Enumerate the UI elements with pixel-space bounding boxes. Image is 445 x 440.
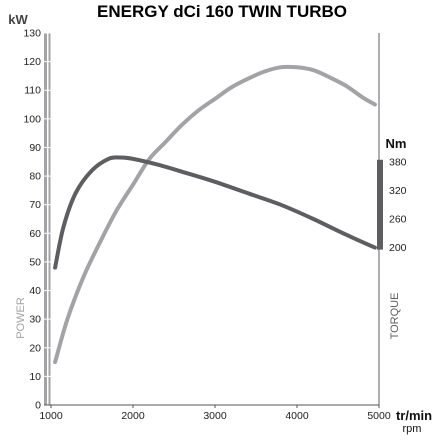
series-layer: [53, 64, 377, 365]
torque-range-bar: [377, 159, 383, 250]
left-axis-tick-label: 40: [29, 285, 41, 297]
left-axis-tick-label: 10: [29, 371, 41, 383]
series-torque-line: [53, 155, 377, 270]
x-axis-tick-label: 1000: [39, 410, 63, 422]
chart-title: ENERGY dCi 160 TWIN TURBO: [97, 2, 347, 21]
x-axis-tick-label: 4000: [285, 410, 309, 422]
x-axis-tick-label: 2000: [121, 410, 145, 422]
left-axis-tick-label: 0: [35, 400, 41, 412]
left-axis-tick-label: 100: [23, 113, 41, 125]
left-axis-tick-label: 70: [29, 199, 41, 211]
left-axis-tick-label: 130: [23, 28, 41, 40]
left-axis-tick-label: 60: [29, 228, 41, 240]
left-axis-tick-label: 30: [29, 314, 41, 326]
left-axis-name: POWER: [15, 297, 27, 339]
x-axis-unit: tr/min: [396, 408, 432, 423]
x-axis-tick-label: 3000: [203, 410, 227, 422]
right-axis-tick-label: 260: [389, 214, 407, 226]
right-axis-name: TORQUE: [389, 293, 401, 340]
x-axis: 1000 2000 3000 4000 5000: [39, 404, 391, 422]
left-y-axis: 0 10 20 30 40 50 60 70 80 90 100 110 120 130: [23, 28, 51, 412]
right-axis-tick-label: 320: [389, 185, 407, 197]
right-axis-unit: Nm: [386, 136, 407, 151]
left-axis-tick-label: 80: [29, 171, 41, 183]
left-axis-tick-label: 110: [24, 85, 41, 97]
left-axis-unit: kW: [8, 12, 28, 27]
left-axis-tick-label: 50: [29, 256, 41, 268]
series-power-line: [53, 64, 377, 365]
right-y-axis: 200 260 320 380: [377, 33, 407, 405]
right-axis-tick-label: 200: [389, 242, 407, 254]
left-axis-tick-label: 120: [23, 56, 41, 68]
left-axis-bar-inner: [48, 33, 51, 405]
left-axis-tick-label: 90: [29, 142, 41, 154]
right-axis-tick-label: 380: [389, 156, 407, 168]
left-axis-bar-outer: [44, 33, 47, 405]
left-axis-tick-label: 20: [29, 342, 41, 354]
x-axis-tick-label: 5000: [367, 410, 391, 422]
x-axis-unit-sub: rpm: [403, 423, 422, 435]
